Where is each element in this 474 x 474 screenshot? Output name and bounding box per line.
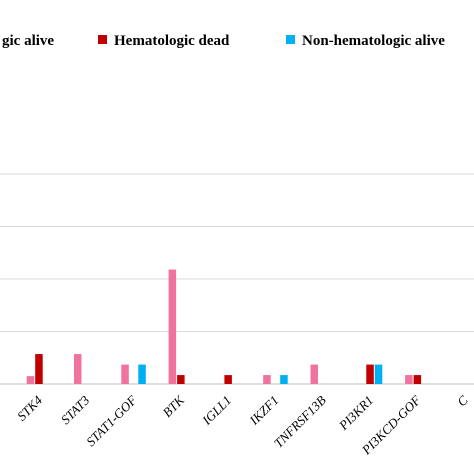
bar-stat1-gof-hematologic-alive xyxy=(121,364,129,384)
bar-ikzf1-hematologic-alive xyxy=(263,375,271,384)
x-tick-label-btk: BTK xyxy=(160,392,188,420)
bar-igll1-hematologic-dead xyxy=(224,375,232,384)
bar-stk4-hematologic-alive xyxy=(26,376,35,384)
x-tick-label-stat1-gof: STAT1-GOF xyxy=(83,392,140,449)
bar-pi3kcd-gof-hematologic-dead xyxy=(413,375,422,384)
bar-btk-hematologic-alive xyxy=(168,269,177,384)
legend: gic alive Hematologic dead Non-hematolog… xyxy=(2,33,445,49)
x-tick-labels: DOCK8STK4STAT3STAT1-GOFBTKIGLL1IKZF1TNFR… xyxy=(14,392,471,458)
legend-label-hematologic-dead: Hematologic dead xyxy=(114,33,230,49)
legend-label-hematologic-alive: gic alive xyxy=(2,33,54,49)
legend-label-non-hematologic-alive: Non-hematologic alive xyxy=(302,33,445,49)
bar-ikzf1-non-hematologic-alive xyxy=(280,375,288,384)
x-tick-label-ikzf1: IKZF1 xyxy=(246,393,282,429)
x-tick-label-c: C xyxy=(454,392,471,409)
bar-tnfrsf13b-hematologic-alive xyxy=(310,364,318,384)
bar-btk-hematologic-dead xyxy=(177,375,185,384)
bar-stk4-hematologic-dead xyxy=(35,354,43,384)
gridlines xyxy=(0,173,474,385)
bars xyxy=(26,269,422,384)
bar-pi3kr1-hematologic-dead xyxy=(366,364,374,384)
legend-swatch-non-hematologic-alive xyxy=(286,35,295,44)
x-tick-label-pi3kr1: PI3KR1 xyxy=(335,393,376,434)
x-tick-label-stat3: STAT3 xyxy=(58,392,93,427)
bar-pi3kcd-gof-hematologic-alive xyxy=(405,375,413,384)
bar-stat3-hematologic-alive xyxy=(74,354,82,384)
bar-stat1-gof-non-hematologic-alive xyxy=(138,364,146,384)
x-tick-label-igll1: IGLL1 xyxy=(198,393,234,429)
x-tick-label-stk4: STK4 xyxy=(14,392,45,423)
legend-swatch-hematologic-dead xyxy=(98,35,107,44)
bar-pi3kr1-non-hematologic-alive xyxy=(374,364,383,384)
